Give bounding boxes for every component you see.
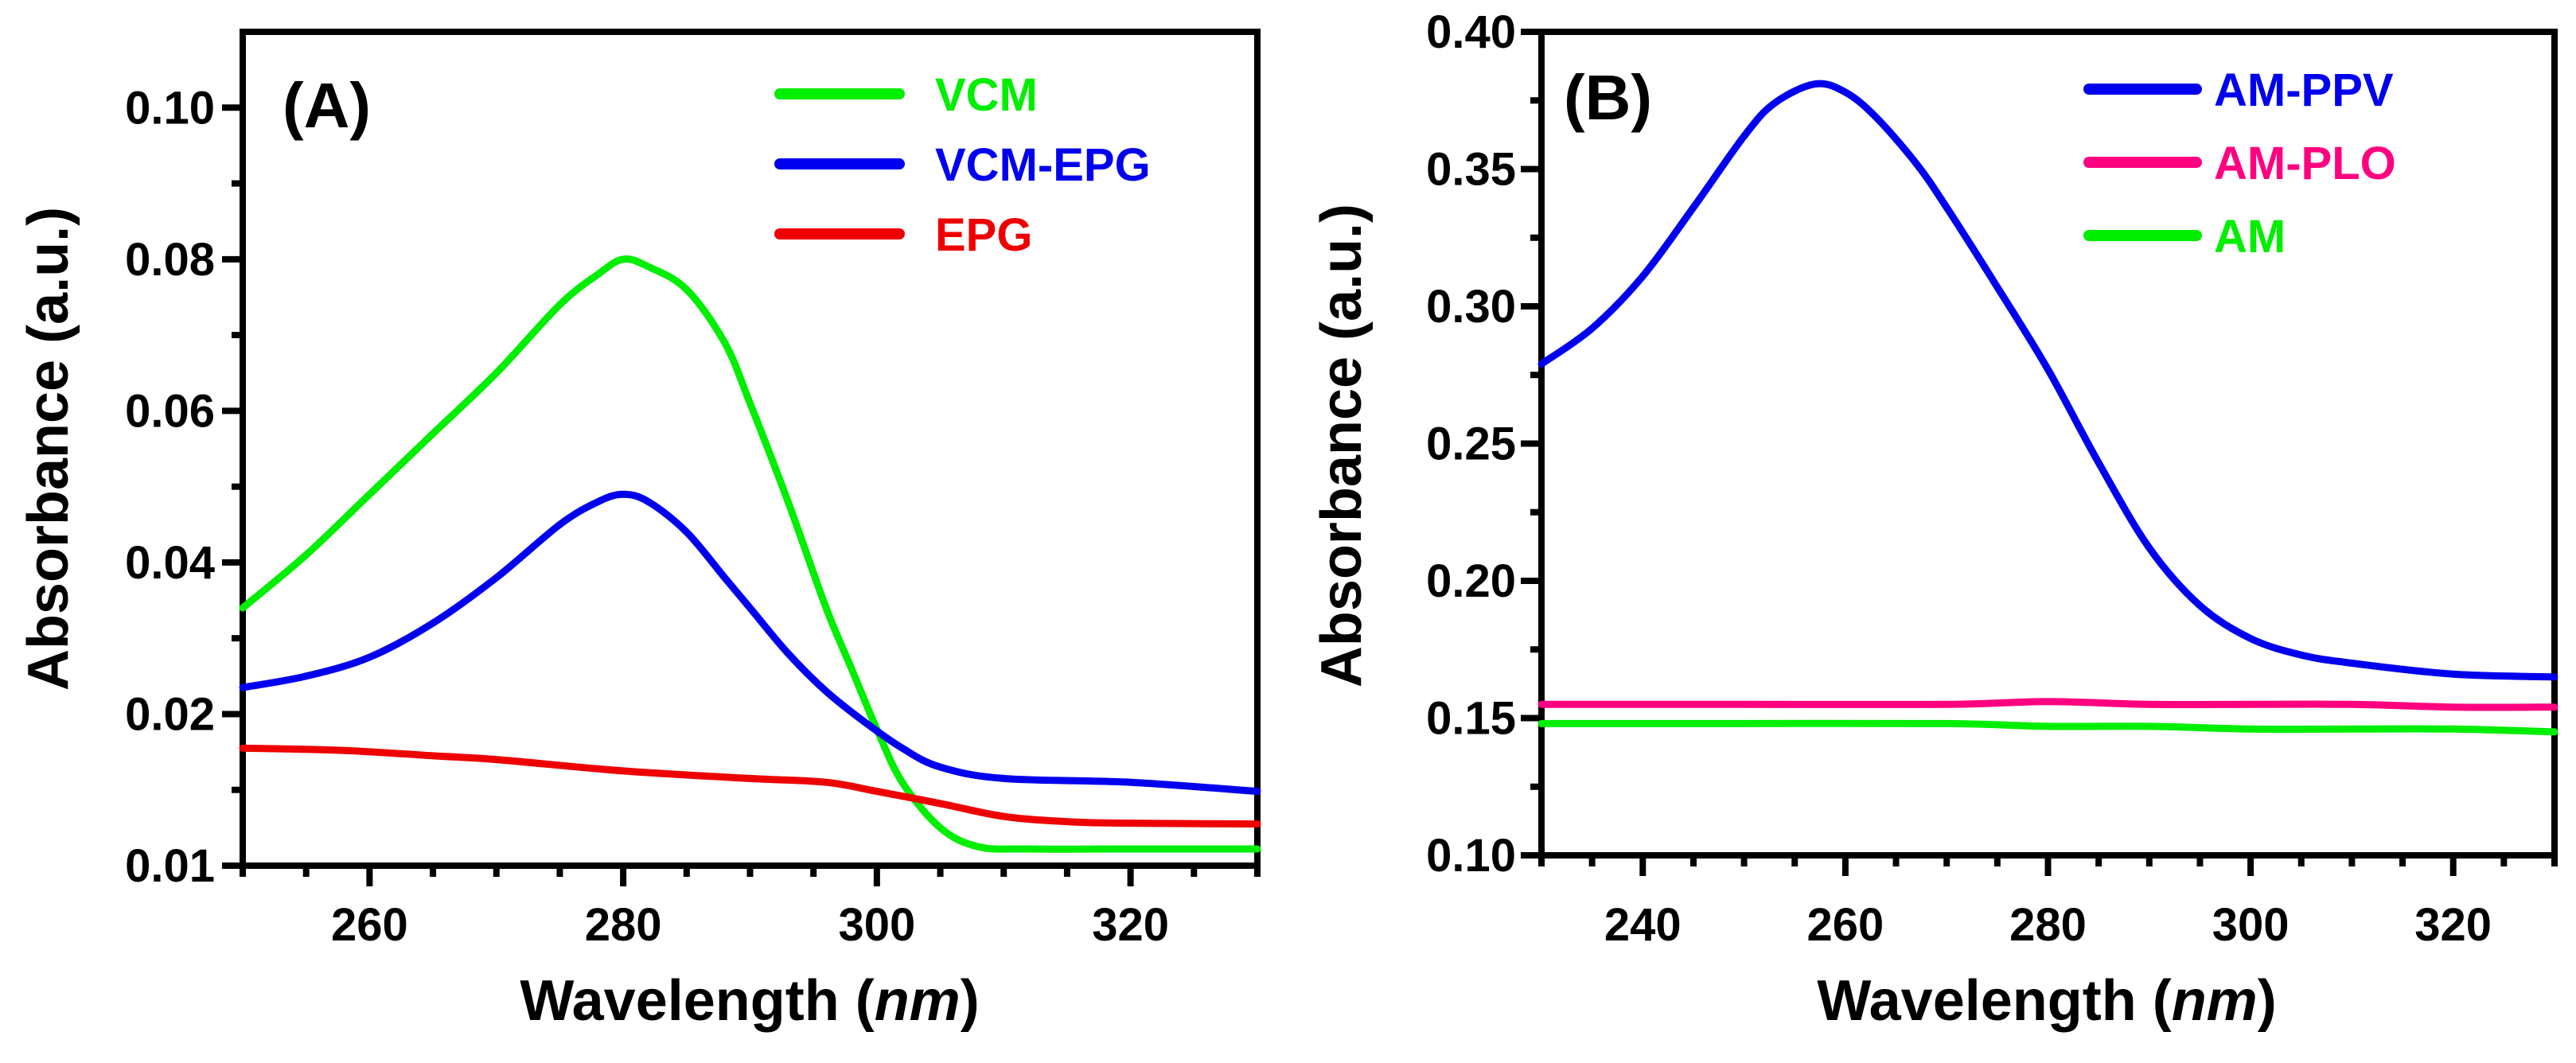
y-tick-label: 0.10 [125, 82, 215, 134]
x-tick-label: 280 [2009, 899, 2087, 951]
chart-panel-1: 260 280 300 320 0.01 0.02 0.04 0.06 0.08 0.10 VCM V… [17, 29, 1261, 1033]
legend-label: EPG [935, 209, 1033, 261]
y-tick-label: 0.15 [1426, 693, 1516, 745]
x-tick-label: 320 [1092, 899, 1169, 951]
y-tick-label: 0.10 [1426, 830, 1516, 882]
y-tick-label: 0.30 [1426, 281, 1516, 333]
y-tick-label: 0.08 [125, 234, 215, 286]
x-axis-title-main: Wavelength ( [520, 969, 874, 1033]
legend-label: VCM-EPG [935, 139, 1151, 191]
x-tick-label: 300 [2212, 899, 2290, 951]
series-line-am [1537, 719, 2558, 736]
series-line-vcm [239, 255, 1261, 853]
y-axis-title: Absorbance (a.u.) [1310, 204, 1374, 687]
legend-label: VCM [935, 69, 1038, 121]
y-tick-label: 0.06 [125, 385, 215, 437]
x-axis-title-main: Wavelength ( [1817, 969, 2171, 1033]
x-tick-label: 280 [585, 899, 662, 951]
y-tick-label: 0.04 [125, 537, 215, 589]
x-tick-label: 260 [331, 899, 408, 951]
x-axis-title-close: ) [961, 969, 980, 1033]
x-axis-title: Wavelength (nm) [1817, 969, 2276, 1033]
x-tick-label: 300 [838, 899, 915, 951]
legend-label: AM [2214, 211, 2286, 263]
x-tick-label: 260 [1807, 899, 1884, 951]
y-axis-title: Absorbance (a.u.) [17, 207, 80, 691]
series-line-vcm-epg [239, 490, 1261, 796]
legend-label: AM-PLO [2214, 138, 2396, 189]
y-tick-label: 0.01 [125, 840, 215, 892]
x-tick-label: 320 [2414, 899, 2492, 951]
x-axis-title-unit: nm [875, 969, 961, 1033]
panel-label: (A) [283, 70, 371, 141]
y-tick-label: 0.20 [1426, 555, 1516, 607]
y-tick-label: 0.40 [1426, 6, 1516, 58]
legend-label: AM-PPV [2214, 64, 2394, 116]
x-tick-label: 240 [1604, 899, 1682, 951]
y-tick-label: 0.35 [1426, 144, 1516, 196]
x-axis-title-close: ) [2258, 969, 2277, 1033]
x-axis-title-unit: nm [2172, 969, 2258, 1033]
y-tick-label: 0.25 [1426, 419, 1516, 470]
chart-panel-2: 240 260 280 300 320 0.10 0.15 0.20 0.25 0.30 0.35 0… [1310, 6, 2558, 1033]
series-line-epg [239, 744, 1261, 828]
x-axis-title: Wavelength (nm) [520, 969, 979, 1033]
panel-label: (B) [1564, 62, 1652, 133]
series-line-am-ppv [1537, 80, 2558, 681]
series-line-am-plo [1537, 698, 2558, 711]
y-tick-label: 0.02 [125, 688, 215, 740]
